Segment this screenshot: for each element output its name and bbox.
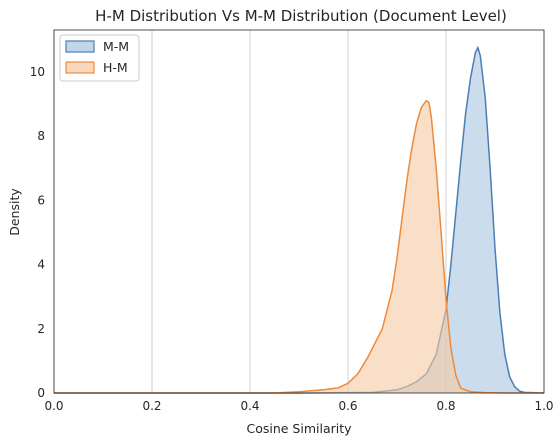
x-tick-label-3: 0.6 [338,399,357,413]
y-tick-label-0: 0 [37,386,45,400]
y-tick-label-5: 10 [30,65,45,79]
legend-label-m-m: M-M [103,39,129,54]
legend-swatch-h-m [65,61,95,74]
y-tick-label-3: 6 [37,193,45,207]
x-tick-label-1: 0.2 [142,399,161,413]
series-line-h-m [54,99,544,394]
axes-frame [53,29,545,394]
y-tick-label-4: 8 [37,129,45,143]
legend-label-h-m: H-M [103,60,128,75]
chart-title: H-M Distribution Vs M-M Distribution (Do… [95,7,507,25]
x-tick-label-4: 0.8 [436,399,455,413]
legend-swatch-m-m [65,40,95,53]
series-area-m-m [54,47,544,394]
x-tick-label-0: 0.0 [44,399,63,413]
x-axis-label: Cosine Similarity [246,421,352,436]
plot-area: 0.0 0.2 0.4 0.6 0.8 1.0 0 2 4 6 8 10 [30,29,553,413]
y-tick-label-2: 4 [37,258,45,272]
legend: M-M H-M [59,34,140,82]
x-tick-label-5: 1.0 [534,399,553,413]
y-axis-label: Density [7,188,22,236]
series-area-h-m [54,100,544,394]
x-tick-label-2: 0.4 [240,399,259,413]
y-tick-label-1: 2 [37,322,45,336]
